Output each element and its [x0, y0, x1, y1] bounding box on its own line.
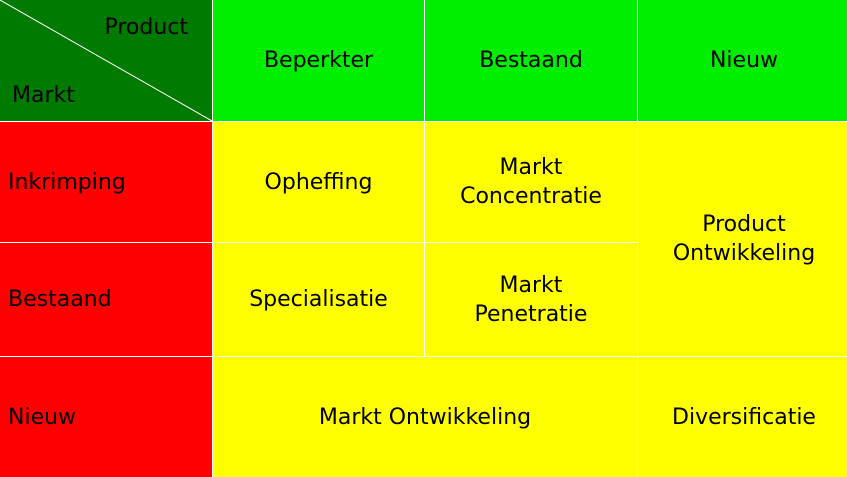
cell-product-ontwikkeling: Product Ontwikkeling: [638, 122, 847, 356]
row-header-inkrimping: Inkrimping: [0, 122, 212, 242]
cell-markt-concentratie: Markt Concentratie: [425, 122, 637, 242]
row-header-bestaand: Bestaand: [0, 243, 212, 356]
matrix-corner-header: Product Markt: [0, 0, 212, 121]
column-header-nieuw: Nieuw: [638, 0, 847, 121]
cell-opheffing: Opheffing: [213, 122, 424, 242]
corner-markt-label: Markt: [12, 83, 75, 108]
cell-diversificatie: Diversificatie: [638, 357, 847, 477]
cell-specialisatie: Specialisatie: [213, 243, 424, 356]
diagonal-divider: [0, 0, 212, 121]
row-header-nieuw: Nieuw: [0, 357, 212, 477]
column-header-bestaand: Bestaand: [425, 0, 637, 121]
column-header-beperkter: Beperkter: [213, 0, 424, 121]
corner-product-label: Product: [104, 15, 188, 40]
cell-markt-ontwikkeling: Markt Ontwikkeling: [213, 357, 637, 477]
cell-markt-penetratie: Markt Penetratie: [425, 243, 637, 356]
